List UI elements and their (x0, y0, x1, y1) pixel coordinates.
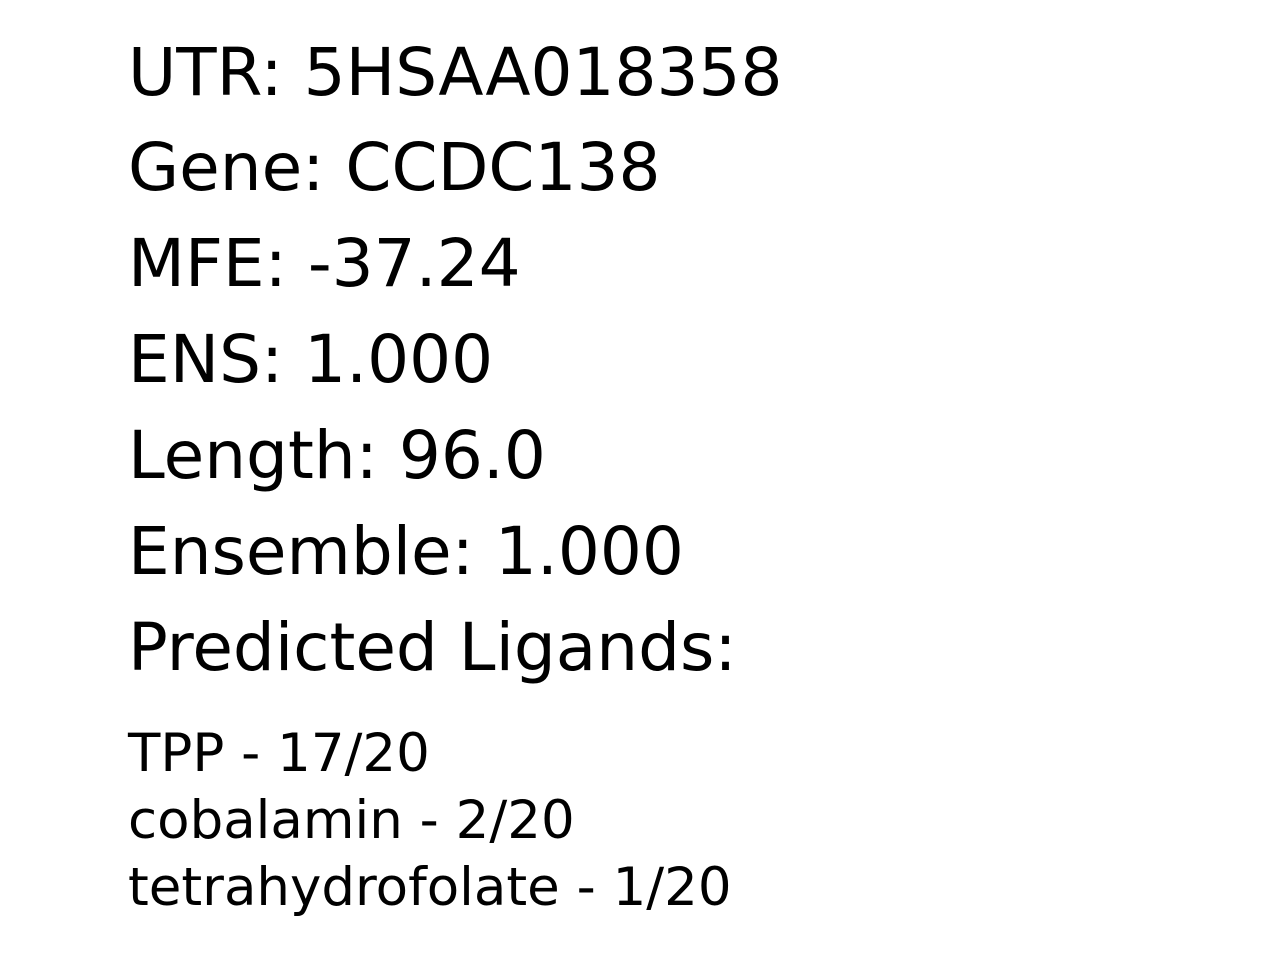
utr-id: UTR: 5HSAA018358 (128, 34, 783, 111)
ligands-heading: Predicted Ligands: (128, 609, 737, 686)
ensemble-value: Ensemble: 1.000 (128, 513, 684, 590)
ens-value: ENS: 1.000 (128, 321, 494, 398)
mfe-value: MFE: -37.24 (128, 225, 521, 302)
ligand-list: TPP - 17/20 cobalamin - 2/20 tetrahydrof… (128, 720, 732, 921)
utr-info-panel: UTR: 5HSAA018358 Gene: CCDC138 MFE: -37.… (128, 0, 1228, 960)
ligand-item: TPP - 17/20 (128, 723, 430, 784)
ligand-item: tetrahydrofolate - 1/20 (128, 857, 732, 918)
gene-name: Gene: CCDC138 (128, 129, 661, 206)
ligand-item: cobalamin - 2/20 (128, 790, 575, 851)
length-value: Length: 96.0 (128, 417, 546, 494)
